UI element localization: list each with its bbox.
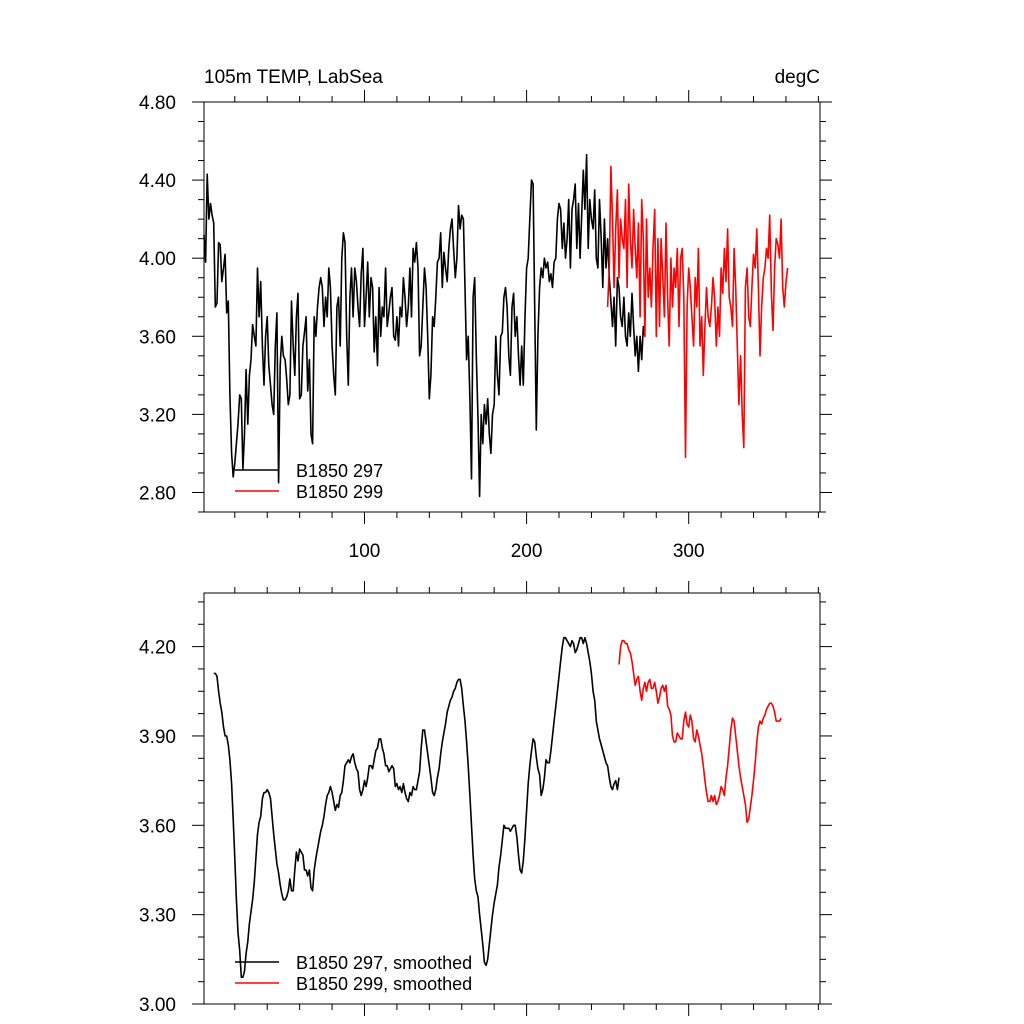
bottom-y-tick-label: 3.90 [139, 727, 176, 748]
top-y-tick-label: 3.20 [139, 405, 176, 426]
legend-label-b1850-297: B1850 297 [296, 461, 383, 481]
top-legend: B1850 297 B1850 299 [235, 461, 383, 502]
bottom-series-line-2 [618, 639, 782, 824]
bottom-legend: B1850 297, smoothed B1850 299, smoothed [235, 953, 472, 994]
bottom-y-tick-label: 3.60 [139, 816, 176, 837]
top-panel-units: degC [775, 67, 820, 88]
bottom-plot-frame [203, 592, 821, 1005]
bottom-y-tick-label: 4.20 [139, 638, 176, 659]
top-y-tick-label: 2.80 [139, 483, 176, 504]
top-y-tick-label: 3.60 [139, 327, 176, 348]
top-panel-title: 105m TEMP, LabSea [204, 67, 383, 88]
top-axes-layer: 2.80 3.20 3.60 4.00 4.40 4.80 100 200 300 [139, 90, 832, 562]
top-x-tick-label: 300 [673, 541, 705, 562]
top-y-tick-label: 4.40 [139, 171, 176, 192]
bottom-panel: 3.00 3.30 3.60 3.90 4.20 B1850 297, smoothed… [139, 581, 832, 1016]
bottom-y-tick-label: 3.00 [139, 995, 176, 1016]
legend-label-b1850-299: B1850 299 [296, 482, 383, 502]
bottom-series-line-1 [213, 636, 620, 979]
top-x-tick-label: 100 [349, 541, 381, 562]
bottom-axes-layer: 3.00 3.30 3.60 3.90 4.20 [139, 581, 832, 1016]
legend-label-b1850-297-smoothed: B1850 297, smoothed [296, 953, 472, 973]
top-panel: 105m TEMP, LabSea degC 2.80 3.20 3.60 4.00 4… [139, 67, 832, 562]
top-series-line-2 [606, 165, 789, 459]
top-series-layer [203, 153, 789, 498]
legend-label-b1850-299-smoothed: B1850 299, smoothed [296, 974, 472, 994]
top-series-line-1 [203, 153, 646, 498]
top-y-tick-label: 4.80 [139, 93, 176, 114]
bottom-series-layer [213, 636, 782, 979]
top-plot-frame [203, 101, 821, 513]
top-y-tick-label: 4.00 [139, 249, 176, 270]
bottom-y-tick-label: 3.30 [139, 906, 176, 927]
top-x-tick-label: 200 [511, 541, 543, 562]
